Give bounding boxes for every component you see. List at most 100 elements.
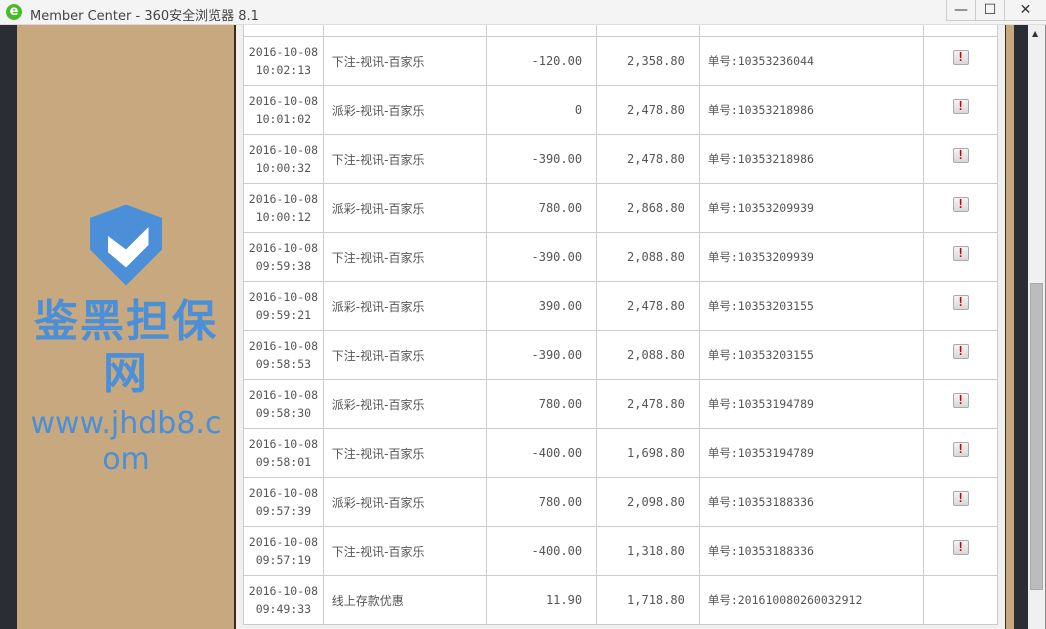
action-cell: ! xyxy=(924,380,997,428)
amount-cell: 0 xyxy=(487,86,598,134)
time: 09:58:30 xyxy=(255,406,312,420)
exclamation-icon[interactable]: ! xyxy=(952,50,969,65)
balance-cell: 1,318.80 xyxy=(597,527,700,575)
balance-cell: 2,868.80 xyxy=(597,184,700,232)
action-cell: ! xyxy=(924,37,997,85)
exclamation-icon[interactable]: ! xyxy=(952,540,969,555)
type-cell: 下注-视讯-百家乐 xyxy=(324,233,488,281)
close-button[interactable]: ✕ xyxy=(1004,0,1046,21)
amount-cell: -390.00 xyxy=(487,233,598,281)
balance-cell: 2,088.80 xyxy=(597,331,700,379)
order-cell: 单号:10353188336 xyxy=(700,478,925,526)
type-cell: 派彩-视讯-百家乐 xyxy=(324,86,488,134)
amount-cell: 390.00 xyxy=(487,282,598,330)
balance-cell: 2,478.80 xyxy=(597,380,700,428)
exclamation-icon[interactable]: ! xyxy=(952,197,969,212)
amount-cell: 780.00 xyxy=(487,380,598,428)
type-cell: 派彩-视讯-百家乐 xyxy=(324,184,488,232)
date-cell: 2016-10-08 09:58:30 xyxy=(244,380,324,428)
balance-cell: 2,478.80 xyxy=(597,86,700,134)
action-cell xyxy=(924,576,997,624)
action-cell: ! xyxy=(924,282,997,330)
vertical-scrollbar[interactable]: ▲ xyxy=(1028,25,1046,629)
amount-cell: -120.00 xyxy=(487,37,598,85)
exclamation-icon[interactable]: ! xyxy=(952,99,969,114)
table-row: 2016-10-08 09:57:19 下注-视讯-百家乐 -400.00 1,3… xyxy=(244,527,997,576)
exclamation-icon[interactable]: ! xyxy=(952,295,969,310)
time: 09:59:38 xyxy=(255,259,312,273)
type-cell: 派彩-视讯-百家乐 xyxy=(324,478,488,526)
action-cell: ! xyxy=(924,429,997,477)
left-side-panel xyxy=(17,25,236,629)
date-cell: 2016-10-08 09:59:21 xyxy=(244,282,324,330)
table-row-partial xyxy=(244,25,997,37)
date-cell: 2016-10-08 10:02:13 xyxy=(244,37,324,85)
action-cell: ! xyxy=(924,233,997,281)
exclamation-icon[interactable]: ! xyxy=(952,148,969,163)
type-cell: 派彩-视讯-百家乐 xyxy=(324,380,488,428)
order-cell: 单号:201610080260032912 xyxy=(700,576,925,624)
type-cell: 派彩-视讯-百家乐 xyxy=(324,282,488,330)
amount-cell: -390.00 xyxy=(487,135,598,183)
date: 2016-10-08 xyxy=(248,192,319,206)
date-cell: 2016-10-08 10:00:32 xyxy=(244,135,324,183)
order-cell: 单号:10353203155 xyxy=(700,331,925,379)
page-background-right xyxy=(1014,25,1028,629)
table-row: 2016-10-08 10:01:02 派彩-视讯-百家乐 0 2,478.80 … xyxy=(244,86,997,135)
scroll-up-arrow-icon[interactable]: ▲ xyxy=(1032,29,1039,38)
page-background xyxy=(0,25,17,629)
exclamation-icon[interactable]: ! xyxy=(952,246,969,261)
time: 09:57:19 xyxy=(255,553,312,567)
date-cell: 2016-10-08 09:59:38 xyxy=(244,233,324,281)
order-cell: 单号:10353194789 xyxy=(700,380,925,428)
table-row: 2016-10-08 10:00:12 派彩-视讯-百家乐 780.00 2,86… xyxy=(244,184,997,233)
table-row: 2016-10-08 10:02:13 下注-视讯-百家乐 -120.00 2,3… xyxy=(244,37,997,86)
maximize-button[interactable]: ☐ xyxy=(975,0,1004,21)
order-cell: 单号:10353218986 xyxy=(700,135,925,183)
action-cell: ! xyxy=(924,135,997,183)
exclamation-icon[interactable]: ! xyxy=(952,491,969,506)
time: 09:59:21 xyxy=(255,308,312,322)
date-cell: 2016-10-08 09:57:19 xyxy=(244,527,324,575)
time: 09:57:39 xyxy=(255,504,312,518)
exclamation-icon[interactable]: ! xyxy=(952,442,969,457)
type-cell: 下注-视讯-百家乐 xyxy=(324,37,488,85)
date: 2016-10-08 xyxy=(248,584,319,598)
time: 09:58:01 xyxy=(255,455,312,469)
type-cell: 下注-视讯-百家乐 xyxy=(324,331,488,379)
date-cell: 2016-10-08 09:58:53 xyxy=(244,331,324,379)
amount-cell: 780.00 xyxy=(487,184,598,232)
date: 2016-10-08 xyxy=(248,486,319,500)
date-cell: 2016-10-08 09:49:33 xyxy=(244,576,324,624)
title-bar: e Member Center - 360安全浏览器 8.1 — ☐ ✕ xyxy=(0,0,1046,25)
type-cell: 下注-视讯-百家乐 xyxy=(324,429,488,477)
amount-cell: 11.90 xyxy=(487,576,598,624)
transaction-table: 2016-10-08 10:02:13 下注-视讯-百家乐 -120.00 2,3… xyxy=(243,25,998,625)
type-cell: 下注-视讯-百家乐 xyxy=(324,527,488,575)
table-row: 2016-10-08 09:58:01 下注-视讯-百家乐 -400.00 1,6… xyxy=(244,429,997,478)
action-cell: ! xyxy=(924,527,997,575)
time: 09:58:53 xyxy=(255,357,312,371)
type-cell: 线上存款优惠 xyxy=(324,576,488,624)
browser-logo-icon: e xyxy=(6,4,22,20)
date: 2016-10-08 xyxy=(248,388,319,402)
amount-cell: -390.00 xyxy=(487,331,598,379)
table-row: 2016-10-08 09:59:21 派彩-视讯-百家乐 390.00 2,47… xyxy=(244,282,997,331)
date: 2016-10-08 xyxy=(248,241,319,255)
table-row: 2016-10-08 09:57:39 派彩-视讯-百家乐 780.00 2,09… xyxy=(244,478,997,527)
minimize-button[interactable]: — xyxy=(946,0,975,21)
order-cell: 单号:10353209939 xyxy=(700,184,925,232)
balance-cell: 2,478.80 xyxy=(597,135,700,183)
exclamation-icon[interactable]: ! xyxy=(952,393,969,408)
time: 10:02:13 xyxy=(255,63,312,77)
date: 2016-10-08 xyxy=(248,290,319,304)
order-cell: 单号:10353203155 xyxy=(700,282,925,330)
balance-cell: 1,718.80 xyxy=(597,576,700,624)
time: 09:49:33 xyxy=(255,602,312,616)
order-cell: 单号:10353218986 xyxy=(700,86,925,134)
date-cell: 2016-10-08 10:00:12 xyxy=(244,184,324,232)
exclamation-icon[interactable]: ! xyxy=(952,344,969,359)
date-cell: 2016-10-08 10:01:02 xyxy=(244,86,324,134)
table-row: 2016-10-08 09:58:53 下注-视讯-百家乐 -390.00 2,0… xyxy=(244,331,997,380)
scrollbar-thumb[interactable] xyxy=(1030,283,1043,590)
